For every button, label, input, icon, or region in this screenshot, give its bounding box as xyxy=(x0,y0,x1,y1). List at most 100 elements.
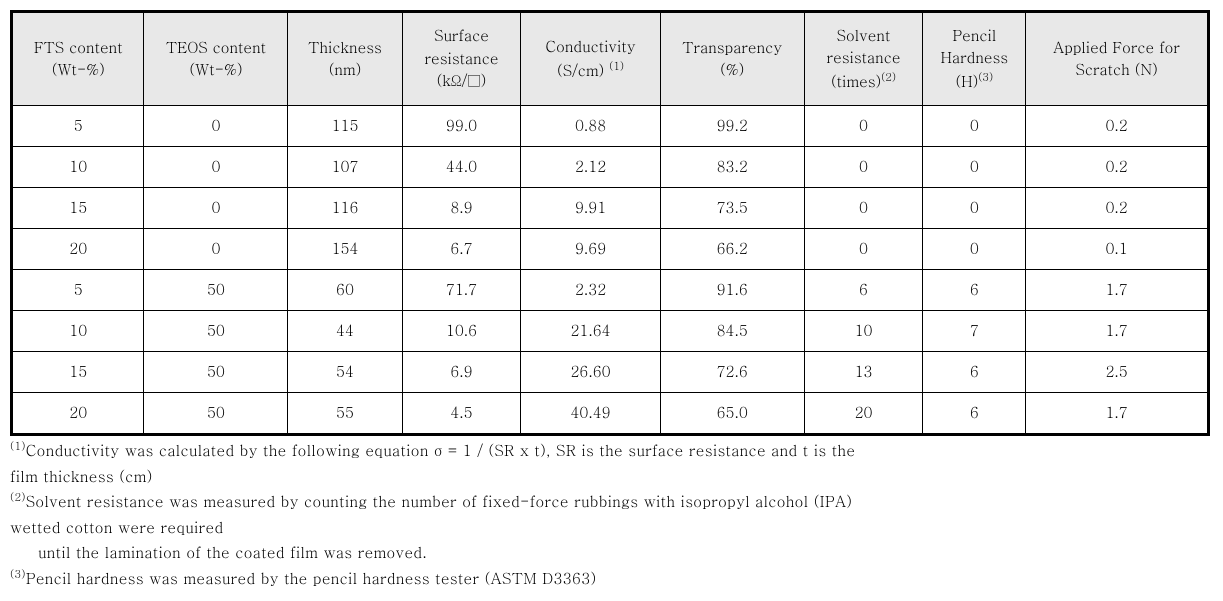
cell-r4-c1: 50 xyxy=(144,270,288,311)
cell-r6-c6: 13 xyxy=(804,352,923,393)
cell-r4-c2: 60 xyxy=(288,270,402,311)
cell-r1-c3: 44.0 xyxy=(402,147,521,188)
table-header-row: FTS content(Wt-%)TEOS content(Wt-%)Thick… xyxy=(12,12,1209,106)
footnote-3-sup: (3) xyxy=(10,567,26,582)
cell-r1-c8: 0.2 xyxy=(1026,147,1209,188)
cell-r6-c4: 26.60 xyxy=(521,352,660,393)
cell-r2-c1: 0 xyxy=(144,188,288,229)
cell-r3-c3: 6.7 xyxy=(402,229,521,270)
cell-r5-c8: 1.7 xyxy=(1026,311,1209,352)
footnote-2-sup: (2) xyxy=(10,490,26,505)
cell-r1-c2: 107 xyxy=(288,147,402,188)
cell-r0-c4: 0.88 xyxy=(521,106,660,147)
col-header-6: Solventresistance(times)(2) xyxy=(804,12,923,106)
col-header-8: Applied Force forScratch (N) xyxy=(1026,12,1209,106)
cell-r4-c6: 6 xyxy=(804,270,923,311)
cell-r0-c5: 99.2 xyxy=(660,106,804,147)
cell-r2-c8: 0.2 xyxy=(1026,188,1209,229)
cell-r6-c3: 6.9 xyxy=(402,352,521,393)
data-table: FTS content(Wt-%)TEOS content(Wt-%)Thick… xyxy=(10,10,1210,436)
cell-r2-c2: 116 xyxy=(288,188,402,229)
cell-r5-c7: 7 xyxy=(923,311,1026,352)
cell-r7-c4: 40.49 xyxy=(521,393,660,435)
cell-r7-c7: 6 xyxy=(923,393,1026,435)
cell-r4-c0: 5 xyxy=(12,270,144,311)
footnote-1-line2: film thickness (cm) xyxy=(10,464,1210,490)
col-header-1: TEOS content(Wt-%) xyxy=(144,12,288,106)
footnote-2-line2: wetted cotton were required xyxy=(10,515,1210,541)
footnote-2-line3: until the lamination of the coated film … xyxy=(10,540,1210,566)
cell-r7-c3: 4.5 xyxy=(402,393,521,435)
col-header-2: Thickness(nm) xyxy=(288,12,402,106)
cell-r3-c6: 0 xyxy=(804,229,923,270)
cell-r0-c7: 0 xyxy=(923,106,1026,147)
col-header-7: PencilHardness(H)(3) xyxy=(923,12,1026,106)
cell-r5-c6: 10 xyxy=(804,311,923,352)
table-row: 10010744.02.1283.2000.2 xyxy=(12,147,1209,188)
cell-r7-c8: 1.7 xyxy=(1026,393,1209,435)
cell-r0-c2: 115 xyxy=(288,106,402,147)
cell-r1-c6: 0 xyxy=(804,147,923,188)
table-row: 2001546.79.6966.2000.1 xyxy=(12,229,1209,270)
footnotes: (1)Conductivity was calculated by the fo… xyxy=(10,438,1210,591)
cell-r6-c0: 15 xyxy=(12,352,144,393)
cell-r0-c0: 5 xyxy=(12,106,144,147)
cell-r4-c3: 71.7 xyxy=(402,270,521,311)
cell-r0-c6: 0 xyxy=(804,106,923,147)
cell-r4-c8: 1.7 xyxy=(1026,270,1209,311)
cell-r6-c8: 2.5 xyxy=(1026,352,1209,393)
col-header-4: Conductivity(S/cm) (1) xyxy=(521,12,660,106)
table-row: 10504410.621.6484.51071.7 xyxy=(12,311,1209,352)
cell-r0-c1: 0 xyxy=(144,106,288,147)
cell-r4-c4: 2.32 xyxy=(521,270,660,311)
cell-r5-c4: 21.64 xyxy=(521,311,660,352)
cell-r2-c5: 73.5 xyxy=(660,188,804,229)
cell-r0-c8: 0.2 xyxy=(1026,106,1209,147)
cell-r7-c1: 50 xyxy=(144,393,288,435)
cell-r5-c1: 50 xyxy=(144,311,288,352)
cell-r0-c3: 99.0 xyxy=(402,106,521,147)
footnote-1-sup: (1) xyxy=(10,439,26,454)
cell-r1-c7: 0 xyxy=(923,147,1026,188)
cell-r5-c0: 10 xyxy=(12,311,144,352)
cell-r7-c6: 20 xyxy=(804,393,923,435)
table-row: 5011599.00.8899.2000.2 xyxy=(12,106,1209,147)
cell-r3-c4: 9.69 xyxy=(521,229,660,270)
cell-r2-c0: 15 xyxy=(12,188,144,229)
col-header-5: Transparency(%) xyxy=(660,12,804,106)
cell-r3-c5: 66.2 xyxy=(660,229,804,270)
cell-r5-c3: 10.6 xyxy=(402,311,521,352)
footnote-3: (3)Pencil hardness was measured by the p… xyxy=(10,566,1210,592)
table-row: 1550546.926.6072.61362.5 xyxy=(12,352,1209,393)
table-row: 5506071.72.3291.6661.7 xyxy=(12,270,1209,311)
cell-r6-c7: 6 xyxy=(923,352,1026,393)
cell-r7-c0: 20 xyxy=(12,393,144,435)
col-header-3: Surfaceresistance(kΩ/□) xyxy=(402,12,521,106)
cell-r7-c2: 55 xyxy=(288,393,402,435)
cell-r1-c0: 10 xyxy=(12,147,144,188)
cell-r3-c1: 0 xyxy=(144,229,288,270)
cell-r6-c2: 54 xyxy=(288,352,402,393)
table-row: 2050554.540.4965.02061.7 xyxy=(12,393,1209,435)
footnote-2-line1: (2)Solvent resistance was measured by co… xyxy=(10,489,1210,515)
cell-r5-c5: 84.5 xyxy=(660,311,804,352)
cell-r4-c5: 91.6 xyxy=(660,270,804,311)
cell-r6-c1: 50 xyxy=(144,352,288,393)
cell-r1-c4: 2.12 xyxy=(521,147,660,188)
cell-r5-c2: 44 xyxy=(288,311,402,352)
cell-r3-c2: 154 xyxy=(288,229,402,270)
cell-r2-c6: 0 xyxy=(804,188,923,229)
cell-r4-c7: 6 xyxy=(923,270,1026,311)
cell-r6-c5: 72.6 xyxy=(660,352,804,393)
cell-r2-c7: 0 xyxy=(923,188,1026,229)
table-row: 1501168.99.9173.5000.2 xyxy=(12,188,1209,229)
cell-r3-c7: 0 xyxy=(923,229,1026,270)
cell-r7-c5: 65.0 xyxy=(660,393,804,435)
col-header-0: FTS content(Wt-%) xyxy=(12,12,144,106)
cell-r3-c8: 0.1 xyxy=(1026,229,1209,270)
cell-r2-c4: 9.91 xyxy=(521,188,660,229)
cell-r1-c1: 0 xyxy=(144,147,288,188)
footnote-1-line1: (1)Conductivity was calculated by the fo… xyxy=(10,438,1210,464)
cell-r2-c3: 8.9 xyxy=(402,188,521,229)
cell-r3-c0: 20 xyxy=(12,229,144,270)
